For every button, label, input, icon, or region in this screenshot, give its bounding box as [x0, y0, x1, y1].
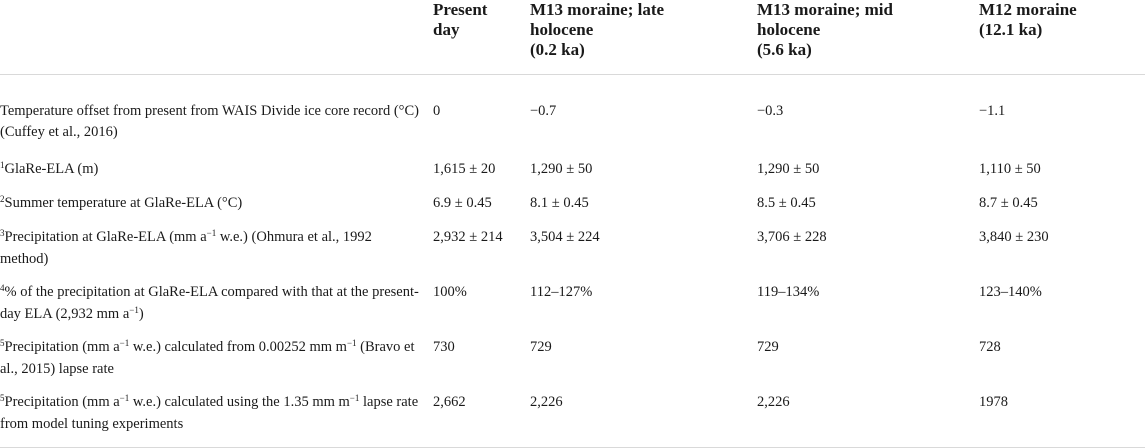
row-label: 1GlaRe-ELA (m)	[0, 160, 99, 177]
header-row: Present day M13 moraine; late holocene (…	[0, 0, 1145, 75]
cell-m12: −1.1	[979, 103, 1006, 119]
cell-present-day: 1,615 ± 20	[433, 161, 496, 177]
cell-m13-mid: 8.5 ± 0.45	[757, 195, 816, 211]
cell-m13-late: −0.7	[530, 103, 557, 119]
cell-present-day: 0	[433, 103, 441, 119]
cell-m13-mid: 729	[757, 339, 779, 355]
cell-m13-mid: 3,706 ± 228	[757, 229, 827, 245]
table-body: Temperature offset from present from WAI…	[0, 75, 1145, 448]
cell-m12: 3,840 ± 230	[979, 229, 1049, 245]
footnote-marker: 5	[0, 393, 5, 403]
table-row: 2Summer temperature at GlaRe-ELA (°C) 6.…	[0, 187, 1145, 221]
cell-m13-late: 1,290 ± 50	[530, 161, 593, 177]
cell-m13-mid: 2,226	[757, 386, 979, 448]
cell-m13-mid: 1,290 ± 50	[757, 161, 820, 177]
row-label: Temperature offset from present from WAI…	[0, 103, 419, 140]
header-cell-blank	[0, 0, 433, 75]
footnote-marker: 5	[0, 338, 5, 348]
table-header: Present day M13 moraine; late holocene (…	[0, 0, 1145, 75]
row-label: 5Precipitation (mm a−1 w.e.) calculated …	[0, 338, 415, 377]
header-cell-m12: M12 moraine (12.1 ka)	[979, 0, 1145, 75]
row-label: 4% of the precipitation at GlaRe-ELA com…	[0, 283, 419, 322]
row-label: 3Precipitation at GlaRe-ELA (mm a−1 w.e.…	[0, 228, 372, 267]
table-row: 5Precipitation (mm a−1 w.e.) calculated …	[0, 386, 1145, 448]
footnote-marker: 1	[0, 160, 5, 170]
cell-m13-late: 729	[530, 339, 552, 355]
footnote-marker: 2	[0, 194, 5, 204]
cell-m12: 728	[979, 339, 1001, 355]
table-row: Temperature offset from present from WAI…	[0, 75, 1145, 154]
cell-present-day: 2,932 ± 214	[433, 229, 503, 245]
footnote-marker: 4	[0, 283, 5, 293]
cell-m13-late: 112–127%	[530, 284, 593, 300]
cell-present-day: 6.9 ± 0.45	[433, 195, 492, 211]
footnote-marker: 3	[0, 228, 5, 238]
cell-m13-mid: −0.3	[757, 103, 784, 119]
table-row: 1GlaRe-ELA (m) 1,615 ± 20 1,290 ± 50 1,2…	[0, 153, 1145, 187]
cell-m13-late: 3,504 ± 224	[530, 229, 600, 245]
header-cell-m13-mid: M13 moraine; mid holocene (5.6 ka)	[757, 0, 979, 75]
cell-present-day: 730	[433, 339, 455, 355]
header-cell-present-day: Present day	[433, 0, 530, 75]
cell-m13-mid: 119–134%	[757, 284, 820, 300]
table-row: 5Precipitation (mm a−1 w.e.) calculated …	[0, 331, 1145, 386]
cell-m12: 8.7 ± 0.45	[979, 195, 1038, 211]
row-label: 5Precipitation (mm a−1 w.e.) calculated …	[0, 386, 433, 448]
cell-m13-late: 2,226	[530, 386, 757, 448]
table-row: 3Precipitation at GlaRe-ELA (mm a−1 w.e.…	[0, 221, 1145, 276]
cell-m12: 1,110 ± 50	[979, 161, 1041, 177]
cell-m12: 123–140%	[979, 284, 1042, 300]
cell-present-day: 2,662	[433, 386, 530, 448]
table-row: 4% of the precipitation at GlaRe-ELA com…	[0, 276, 1145, 331]
cell-m12: 1978	[979, 386, 1145, 448]
row-label: 2Summer temperature at GlaRe-ELA (°C)	[0, 194, 243, 211]
cell-m13-late: 8.1 ± 0.45	[530, 195, 589, 211]
header-cell-m13-late: M13 moraine; late holocene (0.2 ka)	[530, 0, 757, 75]
cell-present-day: 100%	[433, 284, 467, 300]
